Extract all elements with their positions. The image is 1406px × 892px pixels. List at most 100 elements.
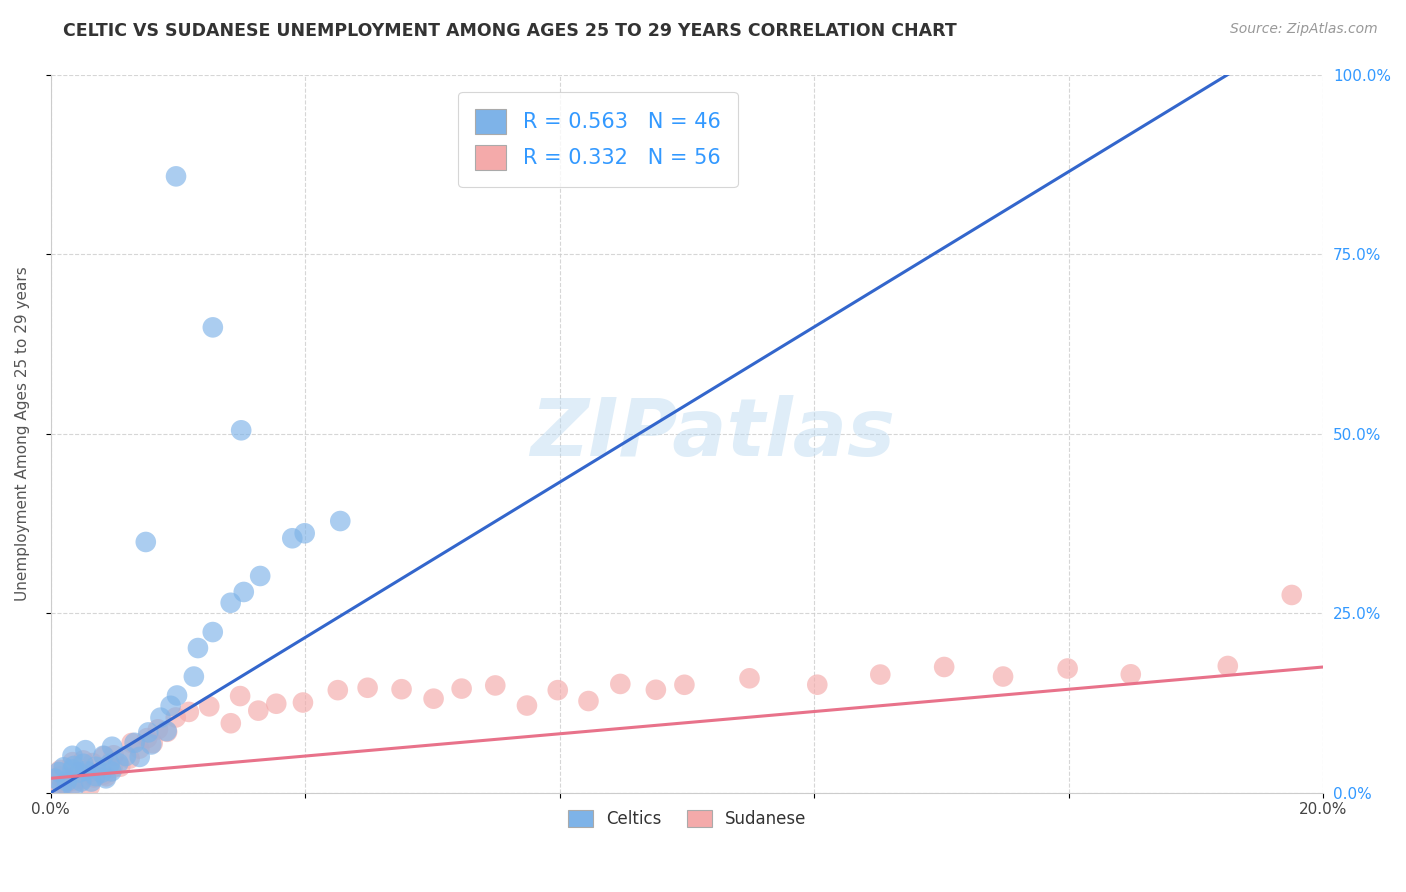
Point [247, 704, 270, 718]
Point [219, 716, 242, 731]
Point [94, 772, 117, 786]
Point [738, 671, 761, 685]
Point [115, 749, 138, 764]
Point [62, 773, 84, 788]
Point [291, 696, 314, 710]
Point [136, 725, 159, 739]
Point [128, 741, 150, 756]
Point [101, 739, 124, 754]
Point [94, 769, 117, 783]
Point [934, 660, 956, 674]
Point [183, 669, 205, 683]
Point [1216, 659, 1239, 673]
Point [450, 681, 472, 696]
Point [75, 743, 97, 757]
Point [149, 711, 172, 725]
Point [201, 320, 224, 334]
Point [141, 738, 163, 752]
Point [84, 760, 107, 774]
Point [80, 774, 103, 789]
Point [219, 596, 242, 610]
Point [82, 756, 104, 770]
Point [578, 694, 600, 708]
Point [108, 760, 131, 774]
Point [146, 723, 169, 737]
Point [48, 764, 70, 779]
Point [101, 761, 124, 775]
Point [391, 682, 413, 697]
Point [84, 769, 107, 783]
Point [56, 774, 79, 789]
Point [231, 423, 253, 437]
Legend: Celtics, Sudanese: Celtics, Sudanese [561, 803, 813, 835]
Point [869, 667, 891, 681]
Point [93, 749, 115, 764]
Point [70, 774, 93, 789]
Point [62, 763, 84, 777]
Point [609, 677, 631, 691]
Point [75, 764, 97, 778]
Text: CELTIC VS SUDANESE UNEMPLOYMENT AMONG AGES 25 TO 29 YEARS CORRELATION CHART: CELTIC VS SUDANESE UNEMPLOYMENT AMONG AG… [63, 22, 957, 40]
Point [90, 765, 112, 780]
Point [1056, 661, 1078, 675]
Point [644, 682, 666, 697]
Point [103, 748, 125, 763]
Point [516, 698, 538, 713]
Point [229, 689, 252, 703]
Point [422, 691, 444, 706]
Point [62, 781, 84, 796]
Point [249, 569, 271, 583]
Point [79, 780, 101, 794]
Point [201, 625, 224, 640]
Point [135, 535, 157, 549]
Point [156, 724, 179, 739]
Point [156, 724, 179, 739]
Point [294, 526, 316, 541]
Point [128, 750, 150, 764]
Point [107, 756, 129, 771]
Point [72, 753, 94, 767]
Point [264, 697, 287, 711]
Point [98, 756, 121, 771]
Point [93, 767, 115, 781]
Point [159, 698, 181, 713]
Point [118, 751, 141, 765]
Point [165, 710, 187, 724]
Point [177, 705, 200, 719]
Point [49, 763, 72, 777]
Point [142, 736, 165, 750]
Point [281, 531, 304, 545]
Point [329, 514, 352, 528]
Point [991, 669, 1014, 683]
Text: Source: ZipAtlas.com: Source: ZipAtlas.com [1230, 22, 1378, 37]
Point [44, 772, 66, 786]
Point [547, 683, 569, 698]
Point [49, 779, 72, 793]
Point [62, 748, 84, 763]
Point [62, 755, 84, 769]
Point [48, 770, 70, 784]
Point [100, 764, 122, 779]
Point [63, 759, 86, 773]
Point [83, 771, 105, 785]
Point [62, 777, 84, 791]
Y-axis label: Unemployment Among Ages 25 to 29 years: Unemployment Among Ages 25 to 29 years [15, 266, 30, 601]
Point [79, 765, 101, 780]
Point [198, 699, 221, 714]
Point [806, 678, 828, 692]
Point [187, 641, 209, 656]
Point [66, 765, 89, 780]
Point [72, 756, 94, 771]
Point [356, 681, 378, 695]
Point [53, 777, 76, 791]
Point [121, 736, 143, 750]
Point [1281, 588, 1303, 602]
Point [165, 169, 187, 184]
Point [673, 678, 696, 692]
Point [93, 748, 115, 763]
Point [67, 765, 90, 780]
Point [70, 772, 93, 787]
Point [52, 760, 75, 774]
Point [136, 731, 159, 745]
Point [484, 678, 506, 692]
